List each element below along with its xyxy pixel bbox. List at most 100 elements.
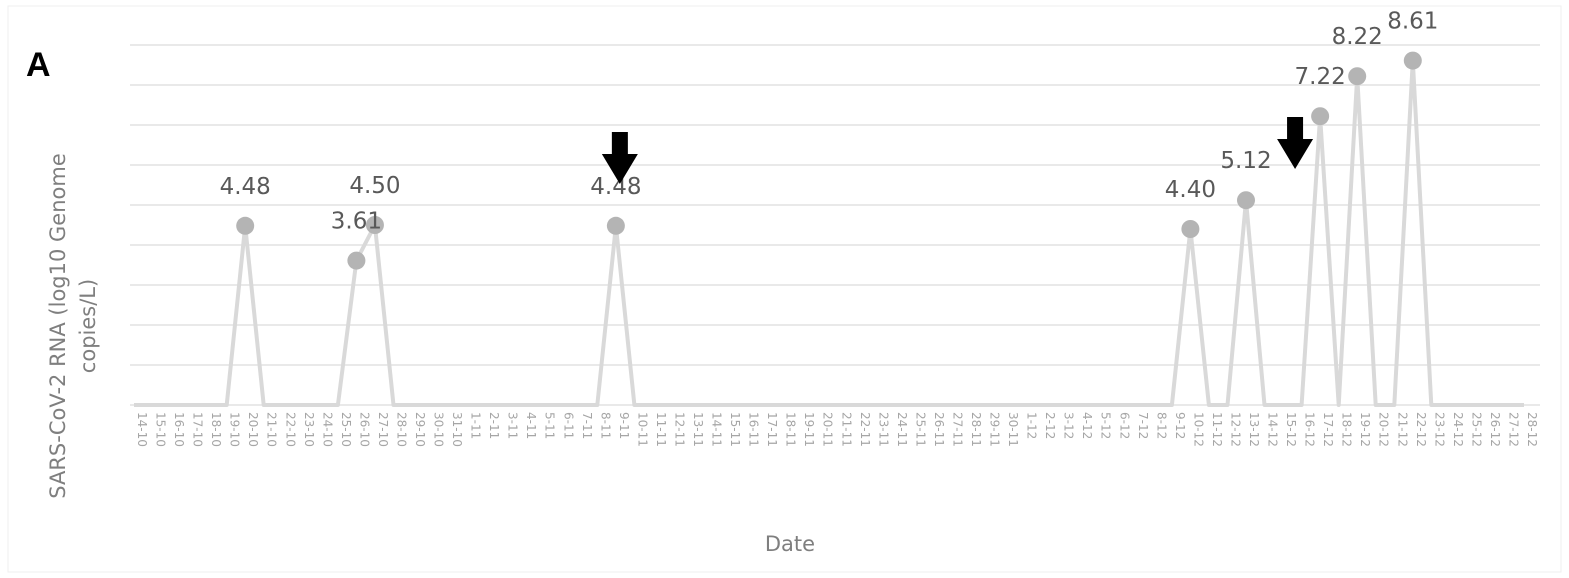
- data-label: 8.22: [1332, 24, 1383, 50]
- x-tick-label: 22-12: [1414, 412, 1428, 447]
- x-tick-label: 2-12: [1043, 412, 1057, 439]
- series-line: [134, 58, 1524, 407]
- x-tick-label: 27-10: [376, 412, 390, 447]
- panel-label: A: [26, 46, 51, 84]
- x-tick-label: 12-11: [672, 412, 686, 447]
- data-point: [365, 216, 384, 234]
- x-tick-label: 25-10: [339, 412, 353, 447]
- x-tick-label: 26-10: [357, 412, 371, 447]
- data-labels: 4.48 3.61 4.50 4.48 4.405.12 7.22 8.228.61: [220, 9, 1439, 235]
- x-tick-label: 30-11: [1006, 412, 1020, 447]
- x-tick-label: 29-10: [413, 412, 427, 447]
- x-tick-label: 9-11: [617, 412, 631, 439]
- x-tick-label: 9-12: [1173, 412, 1187, 439]
- data-point: [1237, 191, 1255, 210]
- x-tick-label: 23-11: [876, 412, 890, 447]
- x-tick-label: 14-12: [1266, 412, 1280, 447]
- x-tick-label: 19-10: [228, 412, 242, 447]
- x-tick-label: 22-11: [858, 412, 872, 447]
- x-tick-label: 16-12: [1303, 412, 1317, 447]
- data-label: 3.61: [331, 209, 382, 235]
- x-tick-label: 28-11: [969, 412, 983, 447]
- data-label: 4.48: [590, 174, 641, 200]
- x-tick-label: 15-10: [154, 412, 168, 447]
- y-axis-title: SARS-CoV-2 RNA (log10 Genome copies/L): [46, 153, 100, 499]
- x-tick-label: 6-12: [1117, 412, 1131, 439]
- x-tick-label: 3-11: [506, 412, 520, 439]
- x-tick-label: 1-11: [469, 412, 483, 439]
- x-tick-label: 15-11: [728, 412, 742, 447]
- data-points: [236, 51, 1422, 270]
- data-point: [236, 216, 255, 235]
- x-tick-label: 28-12: [1525, 412, 1539, 447]
- data-point: [1403, 51, 1422, 70]
- x-tick-label: 8-12: [1154, 412, 1168, 439]
- x-tick-label: 30-10: [432, 412, 446, 447]
- x-tick-label: 7-11: [580, 412, 594, 439]
- x-tick-label: 13-11: [691, 412, 705, 447]
- x-tick-label: 29-11: [988, 412, 1002, 447]
- x-tick-label: 14-10: [135, 412, 149, 447]
- annotation-arrows: [601, 117, 1314, 184]
- data-point: [1311, 107, 1330, 126]
- x-tick-label: 19-11: [802, 412, 816, 447]
- data-point: [1348, 67, 1367, 86]
- x-tick-label: 18-12: [1340, 412, 1354, 447]
- x-tick-label: 11-12: [1210, 412, 1224, 447]
- x-tick-label: 31-10: [450, 412, 464, 447]
- x-tick-label: 16-10: [172, 412, 186, 447]
- x-tick-label: 24-10: [320, 412, 334, 447]
- x-tick-label: 10-11: [635, 412, 649, 447]
- x-tick-label: 27-11: [950, 412, 964, 447]
- x-tick-label: 19-12: [1358, 412, 1372, 447]
- y-axis-title-line-2: copies/L): [76, 279, 100, 373]
- x-tick-label: 20-10: [246, 412, 260, 447]
- x-tick-label: 17-10: [191, 412, 205, 447]
- gridlines: [130, 44, 1540, 406]
- x-tick-label: 5-12: [1099, 412, 1113, 439]
- x-tick-label: 12-12: [1228, 412, 1242, 447]
- data-label: 7.22: [1295, 64, 1346, 90]
- x-tick-label: 8-11: [598, 412, 612, 439]
- data-label: 5.12: [1220, 148, 1271, 174]
- x-tick-label: 21-11: [839, 412, 853, 447]
- data-label: 4.40: [1165, 177, 1216, 203]
- x-tick-labels: 14-10 15-10 16-10 17-10 18-10 19-10 20-10 21-10…: [135, 412, 1539, 447]
- x-tick-label: 21-10: [265, 412, 279, 447]
- x-tick-label: 24-12: [1451, 412, 1465, 447]
- x-tick-label: 21-12: [1395, 412, 1409, 447]
- data-point: [1181, 220, 1200, 238]
- x-tick-label: 28-10: [394, 412, 408, 447]
- x-tick-label: 17-12: [1321, 412, 1335, 447]
- x-tick-label: 7-12: [1136, 412, 1150, 439]
- x-tick-label: 26-12: [1488, 412, 1502, 447]
- x-tick-label: 26-11: [932, 412, 946, 447]
- data-point: [347, 251, 366, 270]
- chart-frame: [7, 5, 1562, 573]
- x-tick-label: 23-12: [1432, 412, 1446, 447]
- x-tick-label: 16-11: [747, 412, 761, 447]
- x-tick-label: 17-11: [765, 412, 779, 447]
- x-axis-title: Date: [765, 532, 815, 556]
- x-tick-label: 27-12: [1506, 412, 1520, 447]
- x-tick-label: 4-11: [524, 412, 538, 439]
- x-tick-label: 18-10: [209, 412, 223, 447]
- x-tick-label: 14-11: [710, 412, 724, 447]
- x-tick-label: 10-12: [1191, 412, 1205, 447]
- data-label: 4.50: [349, 173, 400, 199]
- x-tick-label: 15-12: [1284, 412, 1298, 447]
- x-tick-label: 1-12: [1025, 412, 1039, 439]
- data-label: 4.48: [220, 174, 271, 200]
- data-label: 8.61: [1387, 9, 1438, 35]
- x-tick-label: 11-11: [654, 412, 668, 447]
- series-lines: [134, 58, 1524, 407]
- down-arrow-icon: [1277, 117, 1314, 169]
- x-tick-label: 22-10: [283, 412, 297, 447]
- x-tick-label: 25-12: [1469, 412, 1483, 447]
- x-tick-label: 24-11: [895, 412, 909, 447]
- x-tick-label: 13-12: [1247, 412, 1261, 447]
- x-tick-label: 3-12: [1062, 412, 1076, 439]
- down-arrow-icon: [601, 132, 638, 184]
